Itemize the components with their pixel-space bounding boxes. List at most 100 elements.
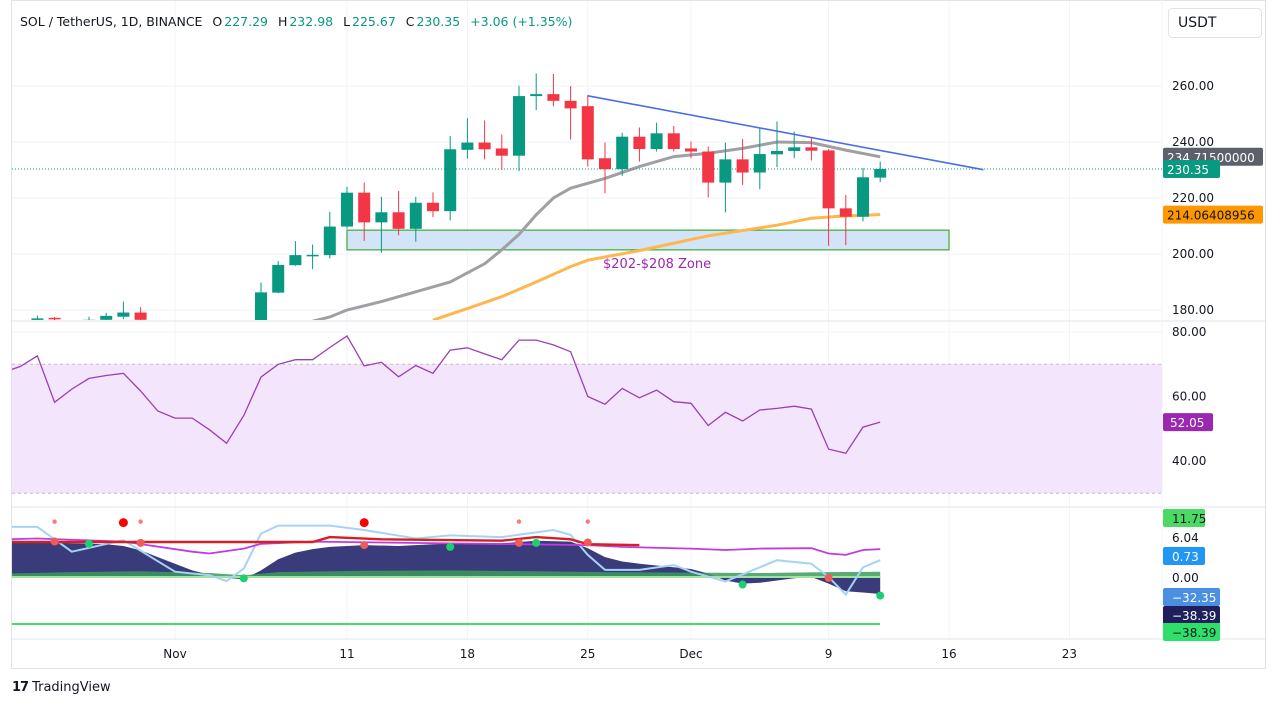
tradingview-logo-icon[interactable]: 17	[12, 680, 29, 695]
candle-body	[839, 208, 852, 217]
fast-wave-line[interactable]	[3, 524, 881, 597]
candle[interactable]	[736, 139, 749, 185]
candle-body	[409, 202, 422, 229]
rsi-axis-label: 60.00	[1172, 390, 1206, 404]
time-axis-label: 9	[825, 647, 833, 661]
candle[interactable]	[255, 282, 267, 324]
support-zone-box[interactable]	[346, 229, 950, 251]
price-axis-label: 240.00	[1172, 135, 1214, 149]
oscillator-badge	[1163, 623, 1220, 641]
oscillator-axis-label: 11.75	[1172, 512, 1206, 526]
price-badge	[1163, 205, 1263, 224]
green-cross-dot	[85, 539, 93, 548]
candle[interactable]	[392, 191, 405, 236]
brand-name[interactable]: TradingView	[32, 680, 111, 695]
purple-line[interactable]	[3, 537, 881, 556]
wave-area[interactable]	[3, 540, 881, 594]
candle[interactable]	[375, 196, 388, 253]
high-value: 232.98	[289, 14, 334, 29]
strong-sell-signal-dot	[118, 518, 128, 528]
candle[interactable]	[702, 146, 715, 198]
candle[interactable]	[599, 142, 611, 194]
red-cross-dot	[515, 538, 523, 547]
candle[interactable]	[358, 182, 371, 241]
change-value: +3.06 (+1.35%)	[470, 14, 573, 29]
candle[interactable]	[616, 132, 629, 176]
candle[interactable]	[685, 141, 697, 159]
candle[interactable]	[427, 192, 439, 218]
rsi-value-badge	[1163, 413, 1213, 432]
candle-body	[461, 142, 474, 150]
candle-body	[736, 159, 749, 173]
candle[interactable]	[530, 73, 543, 111]
candle[interactable]	[478, 120, 491, 160]
sell-signal-dot	[52, 519, 57, 524]
oscillator-pane[interactable]	[3, 518, 885, 625]
red-line[interactable]	[3, 535, 640, 547]
oscillator-axis-label: −38.39	[1172, 626, 1216, 640]
candle[interactable]	[547, 73, 560, 107]
candle[interactable]	[874, 161, 887, 183]
candle[interactable]	[513, 85, 525, 172]
candle-body	[822, 150, 835, 209]
red-cross-dot	[50, 537, 59, 546]
price-badge-text: 214.06408956	[1167, 209, 1255, 223]
candle[interactable]	[83, 316, 95, 327]
currency-button[interactable]: USDT	[1168, 8, 1262, 38]
green-cross-dot	[738, 580, 747, 589]
candle-body	[753, 154, 766, 173]
price-pane[interactable]: $202-$208 Zone	[12, 73, 1162, 326]
candle[interactable]	[839, 194, 852, 246]
candle[interactable]	[31, 315, 44, 323]
candle[interactable]	[857, 168, 869, 222]
candle[interactable]	[289, 241, 302, 266]
candle[interactable]	[323, 211, 336, 259]
candle[interactable]	[564, 86, 577, 140]
rsi-pane[interactable]	[3, 334, 1162, 494]
rsi-line[interactable]	[3, 334, 881, 455]
candle-body	[306, 254, 319, 257]
candle-body	[358, 192, 371, 223]
moving-average-gray[interactable]	[312, 140, 881, 321]
moving-average-orange[interactable]	[432, 213, 881, 321]
axes: Nov 11 18 25 Dec 9 16 23 260.00 240.00 220.00 200.0…	[163, 79, 1263, 661]
candle[interactable]	[650, 122, 663, 152]
candle[interactable]	[822, 149, 835, 246]
candle-body	[323, 226, 336, 256]
candle-body	[134, 312, 147, 320]
candle[interactable]	[461, 118, 474, 159]
low-label: L	[343, 14, 351, 29]
price-badge-text: 230.35	[1167, 163, 1209, 177]
candle[interactable]	[719, 142, 732, 213]
green-cross-dot	[446, 542, 455, 551]
close-label: C	[405, 14, 415, 29]
candle[interactable]	[409, 196, 422, 242]
descending-trendline[interactable]	[587, 95, 984, 171]
candle[interactable]	[341, 186, 353, 229]
candle[interactable]	[100, 312, 113, 321]
candle-body	[719, 159, 732, 183]
candle[interactable]	[667, 126, 680, 152]
candle-body	[255, 292, 267, 320]
candle[interactable]	[633, 127, 646, 162]
candle[interactable]	[771, 121, 783, 168]
candle[interactable]	[48, 317, 61, 320]
candle-body	[564, 100, 577, 109]
candle[interactable]	[117, 301, 130, 320]
candle[interactable]	[134, 307, 147, 324]
candle[interactable]	[272, 261, 285, 294]
money-flow-area[interactable]	[3, 570, 881, 577]
candle[interactable]	[581, 94, 594, 167]
candle[interactable]	[753, 127, 766, 190]
candle[interactable]	[306, 244, 319, 270]
symbol-legend: SOL / TetherUS, 1D, BINANCE O 227.29 H 232…	[20, 14, 574, 29]
oscillator-axis-label: 6.04	[1172, 531, 1199, 545]
candle-body	[513, 96, 525, 156]
symbol-title[interactable]: SOL / TetherUS, 1D, BINANCE	[20, 14, 203, 29]
candle[interactable]	[444, 135, 457, 221]
candle[interactable]	[805, 138, 818, 161]
candle[interactable]	[495, 134, 508, 170]
candle[interactable]	[788, 131, 801, 159]
candle-body	[83, 319, 95, 320]
